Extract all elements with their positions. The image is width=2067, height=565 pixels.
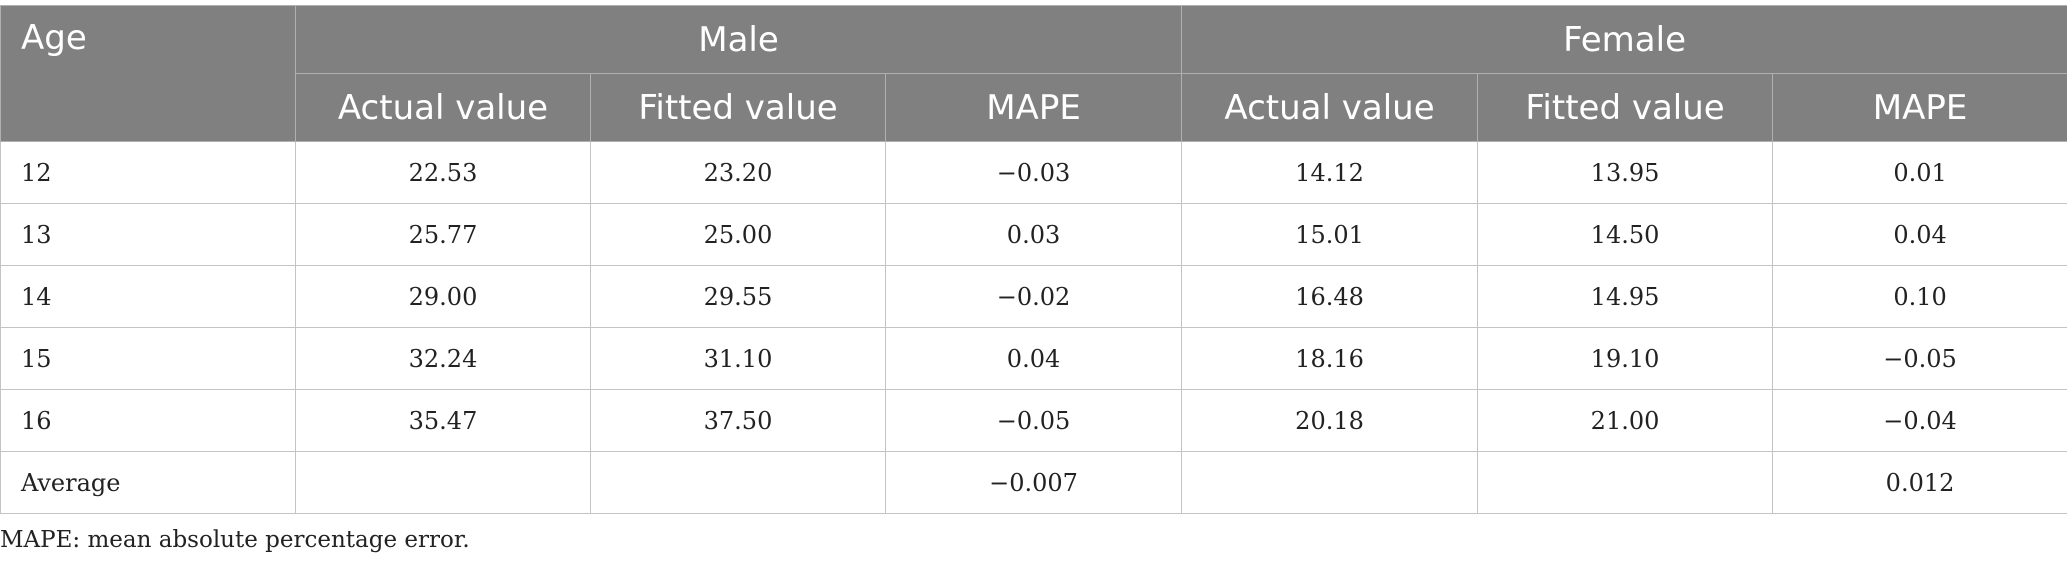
female-mape-cell: 0.012 — [1772, 451, 2067, 514]
male-fitted-cell: 37.50 — [590, 389, 886, 452]
male-actual-cell — [295, 451, 591, 514]
male-mape-cell: 0.03 — [884, 203, 1183, 266]
female-mape-cell: 0.10 — [1772, 265, 2067, 328]
age-cell: 13 — [0, 203, 296, 266]
table-row: 16 35.47 37.50 −0.05 20.18 21.00 −0.04 — [0, 389, 2067, 452]
table-body: 12 22.53 23.20 −0.03 14.12 13.95 0.01 13… — [0, 141, 2067, 514]
table-container: Age Male Female Actual value Fitted valu… — [0, 5, 2067, 514]
female-mape-cell: −0.05 — [1772, 327, 2067, 390]
female-actual-header: Actual value — [1181, 73, 1479, 142]
male-mape-cell: −0.05 — [884, 389, 1183, 452]
age-cell: 16 — [0, 389, 296, 452]
male-mape-header: MAPE — [884, 73, 1183, 142]
male-fitted-cell: 23.20 — [590, 141, 886, 204]
female-fitted-cell: 19.10 — [1477, 327, 1774, 390]
female-actual-cell: 20.18 — [1181, 389, 1479, 452]
age-cell: 12 — [0, 141, 296, 204]
male-mape-cell: −0.03 — [884, 141, 1183, 204]
female-fitted-header: Fitted value — [1477, 73, 1774, 142]
female-mape-cell: 0.04 — [1772, 203, 2067, 266]
male-mape-cell: −0.007 — [884, 451, 1183, 514]
age-header: Age — [0, 5, 296, 142]
male-fitted-header: Fitted value — [590, 73, 886, 142]
female-fitted-cell: 13.95 — [1477, 141, 1774, 204]
table-row: 13 25.77 25.00 0.03 15.01 14.50 0.04 — [0, 203, 2067, 266]
male-fitted-cell — [590, 451, 886, 514]
age-cell: 15 — [0, 327, 296, 390]
female-actual-cell: 16.48 — [1181, 265, 1479, 328]
female-actual-cell — [1181, 451, 1479, 514]
male-fitted-cell: 31.10 — [590, 327, 886, 390]
male-fitted-cell: 25.00 — [590, 203, 886, 266]
table-header: Age Male Female Actual value Fitted valu… — [0, 5, 2067, 142]
female-actual-cell: 15.01 — [1181, 203, 1479, 266]
male-actual-cell: 32.24 — [295, 327, 591, 390]
table-row: 12 22.53 23.20 −0.03 14.12 13.95 0.01 — [0, 141, 2067, 204]
female-actual-cell: 18.16 — [1181, 327, 1479, 390]
female-actual-cell: 14.12 — [1181, 141, 1479, 204]
male-fitted-cell: 29.55 — [590, 265, 886, 328]
female-mape-cell: −0.04 — [1772, 389, 2067, 452]
female-mape-header: MAPE — [1772, 73, 2067, 142]
table-row: 15 32.24 31.10 0.04 18.16 19.10 −0.05 — [0, 327, 2067, 390]
age-cell: 14 — [0, 265, 296, 328]
female-group-header: Female — [1181, 5, 2067, 74]
male-group-header: Male — [294, 5, 1183, 74]
male-actual-cell: 35.47 — [295, 389, 591, 452]
table-footnote: MAPE: mean absolute percentage error. — [0, 527, 470, 553]
male-actual-cell: 25.77 — [295, 203, 591, 266]
female-fitted-cell — [1477, 451, 1774, 514]
male-actual-cell: 22.53 — [295, 141, 591, 204]
female-fitted-cell: 14.95 — [1477, 265, 1774, 328]
male-mape-cell: −0.02 — [884, 265, 1183, 328]
data-table: Age Male Female Actual value Fitted valu… — [0, 5, 2067, 514]
age-cell: Average — [0, 451, 296, 514]
table-row-average: Average −0.007 0.012 — [0, 451, 2067, 514]
female-fitted-cell: 21.00 — [1477, 389, 1774, 452]
male-actual-cell: 29.00 — [295, 265, 591, 328]
female-mape-cell: 0.01 — [1772, 141, 2067, 204]
male-actual-header: Actual value — [295, 73, 591, 142]
female-fitted-cell: 14.50 — [1477, 203, 1774, 266]
table-row: 14 29.00 29.55 −0.02 16.48 14.95 0.10 — [0, 265, 2067, 328]
header-row-groups: Age Male Female — [0, 5, 2067, 142]
header-row-subheaders: Actual value Fitted value MAPE Actual va… — [1, 73, 2067, 142]
male-mape-cell: 0.04 — [884, 327, 1183, 390]
